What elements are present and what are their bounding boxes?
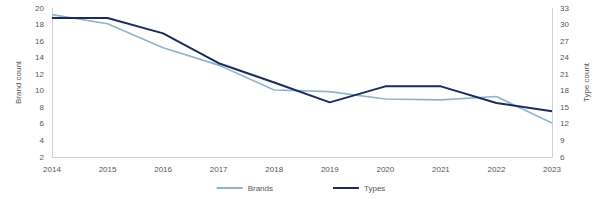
svg-text:33: 33 [560,4,569,13]
svg-text:Types: Types [364,184,385,193]
svg-text:2017: 2017 [210,165,228,174]
svg-text:15: 15 [560,103,569,112]
svg-text:12: 12 [35,70,44,79]
svg-text:2023: 2023 [543,165,561,174]
svg-text:2018: 2018 [265,165,283,174]
svg-text:27: 27 [560,37,569,46]
svg-text:8: 8 [40,103,45,112]
svg-text:2021: 2021 [432,165,450,174]
svg-text:Brands: Brands [248,184,273,193]
svg-text:30: 30 [560,20,569,29]
svg-text:2020: 2020 [376,165,394,174]
svg-text:6: 6 [560,153,565,162]
svg-text:4: 4 [40,136,45,145]
svg-text:2019: 2019 [321,165,339,174]
svg-text:2022: 2022 [488,165,506,174]
svg-text:12: 12 [560,119,569,128]
svg-text:18: 18 [560,86,569,95]
svg-text:Brand count: Brand count [14,60,23,104]
svg-text:24: 24 [560,53,569,62]
svg-text:2: 2 [40,153,45,162]
svg-text:6: 6 [40,119,45,128]
svg-text:2015: 2015 [99,165,117,174]
svg-text:14: 14 [35,53,44,62]
svg-text:18: 18 [35,20,44,29]
svg-text:10: 10 [35,86,44,95]
svg-text:21: 21 [560,70,569,79]
svg-text:2016: 2016 [154,165,172,174]
svg-text:20: 20 [35,4,44,13]
svg-text:2014: 2014 [43,165,61,174]
svg-text:Type count: Type count [582,62,591,102]
svg-text:9: 9 [560,136,565,145]
svg-text:16: 16 [35,37,44,46]
